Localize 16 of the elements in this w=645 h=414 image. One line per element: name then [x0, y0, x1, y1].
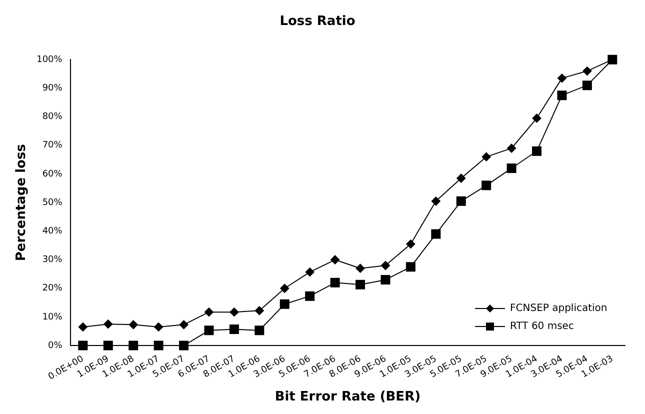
legend-label: FCNSEP application: [510, 303, 608, 314]
y-tick-label: 10%: [42, 312, 63, 322]
y-tick-label: 90%: [42, 84, 63, 94]
y-tick-label: 30%: [42, 255, 63, 266]
x-axis-title: Bit Error Rate (BER): [274, 390, 421, 405]
y-tick-label: 50%: [42, 198, 63, 208]
y-axis-title: Percentage loss: [14, 144, 30, 262]
y-tick-label: 40%: [42, 226, 63, 237]
y-tick-label: 100%: [36, 54, 63, 65]
chart-title: Loss Ratio: [280, 14, 356, 30]
y-tick-label: 20%: [42, 284, 63, 294]
y-tick-label: 80%: [42, 112, 63, 122]
y-tick-label: 0%: [48, 340, 63, 351]
legend-label: RTT 60 msec: [510, 321, 574, 332]
y-tick-label: 60%: [42, 169, 63, 180]
y-tick-label: 70%: [42, 140, 63, 151]
